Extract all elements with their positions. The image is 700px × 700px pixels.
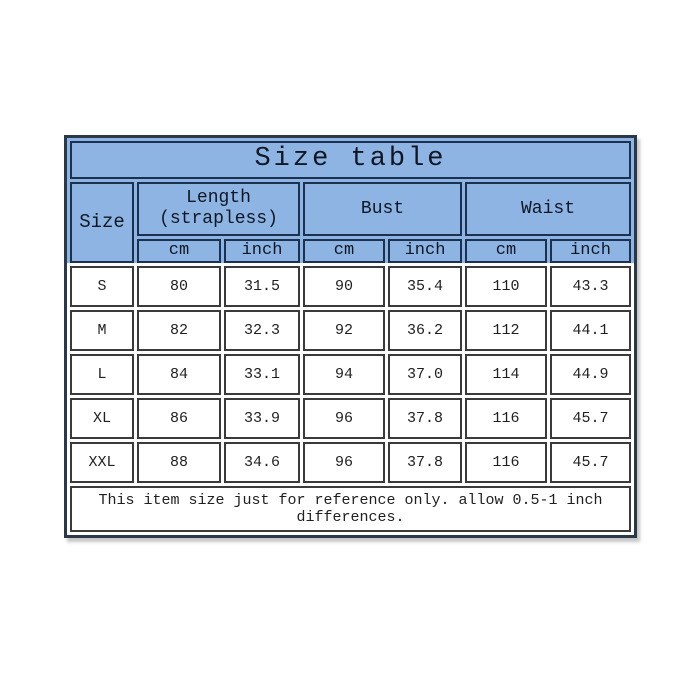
row-xxl-waist-inch: 45.7: [550, 442, 631, 483]
unit-header-waist-inch: inch: [550, 239, 631, 263]
row-xl-bust-inch: 37.8: [388, 398, 462, 439]
unit-header-bust-cm: cm: [303, 239, 385, 263]
column-header-waist: Waist: [465, 182, 631, 236]
row-s-bust-inch: 35.4: [388, 266, 462, 307]
size-table: Size table Size Length (strapless) Bust …: [64, 135, 637, 538]
row-s-size: S: [70, 266, 134, 307]
row-l-waist-cm: 114: [465, 354, 547, 395]
row-xl-size: XL: [70, 398, 134, 439]
row-s-length-inch: 31.5: [224, 266, 300, 307]
row-xxl-bust-cm: 96: [303, 442, 385, 483]
row-xl-length-cm: 86: [137, 398, 221, 439]
column-header-length: Length (strapless): [137, 182, 300, 236]
table-title: Size table: [70, 141, 631, 179]
row-xl-waist-inch: 45.7: [550, 398, 631, 439]
column-header-size: Size: [70, 182, 134, 263]
row-xl-length-inch: 33.9: [224, 398, 300, 439]
reference-note: This item size just for reference only. …: [70, 486, 631, 532]
row-l-length-inch: 33.1: [224, 354, 300, 395]
row-xl-bust-cm: 96: [303, 398, 385, 439]
row-l-bust-cm: 94: [303, 354, 385, 395]
length-label-line2: (strapless): [159, 209, 278, 229]
row-xxl-length-inch: 34.6: [224, 442, 300, 483]
row-l-length-cm: 84: [137, 354, 221, 395]
row-l-bust-inch: 37.0: [388, 354, 462, 395]
row-s-waist-cm: 110: [465, 266, 547, 307]
row-m-length-inch: 32.3: [224, 310, 300, 351]
row-l-waist-inch: 44.9: [550, 354, 631, 395]
row-xxl-bust-inch: 37.8: [388, 442, 462, 483]
row-m-waist-inch: 44.1: [550, 310, 631, 351]
row-s-waist-inch: 43.3: [550, 266, 631, 307]
column-header-bust: Bust: [303, 182, 462, 236]
row-m-bust-inch: 36.2: [388, 310, 462, 351]
row-m-bust-cm: 92: [303, 310, 385, 351]
unit-header-length-inch: inch: [224, 239, 300, 263]
row-m-size: M: [70, 310, 134, 351]
row-xxl-waist-cm: 116: [465, 442, 547, 483]
row-l-size: L: [70, 354, 134, 395]
unit-header-bust-inch: inch: [388, 239, 462, 263]
length-label-line1: Length: [186, 188, 251, 209]
unit-header-waist-cm: cm: [465, 239, 547, 263]
row-xxl-size: XXL: [70, 442, 134, 483]
row-xxl-length-cm: 88: [137, 442, 221, 483]
row-s-length-cm: 80: [137, 266, 221, 307]
row-m-waist-cm: 112: [465, 310, 547, 351]
row-s-bust-cm: 90: [303, 266, 385, 307]
row-xl-waist-cm: 116: [465, 398, 547, 439]
unit-header-length-cm: cm: [137, 239, 221, 263]
row-m-length-cm: 82: [137, 310, 221, 351]
